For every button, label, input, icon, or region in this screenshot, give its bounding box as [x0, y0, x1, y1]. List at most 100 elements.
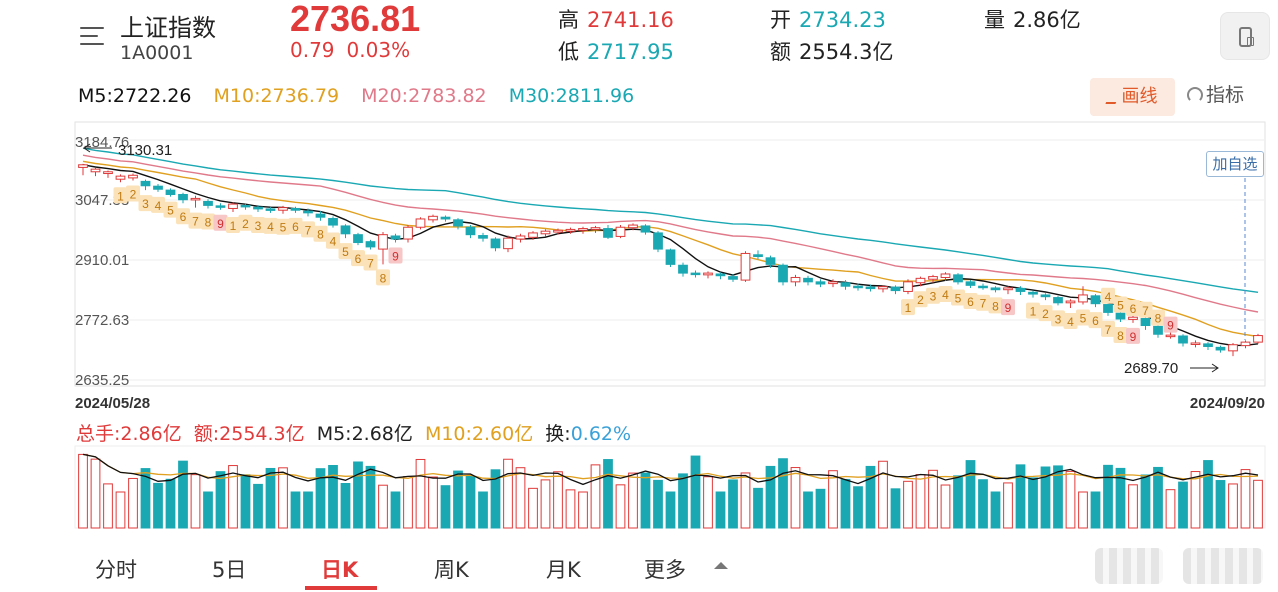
volume-bar	[1215, 480, 1226, 529]
add-watchlist-button[interactable]: 加自选	[1206, 151, 1264, 177]
td-marker-box	[113, 187, 128, 204]
min-arrow-head	[1211, 363, 1219, 373]
td-marker-box	[901, 299, 915, 316]
tab-intraday[interactable]: 分时	[95, 558, 137, 582]
ma5-label: M5:2722.26	[78, 85, 192, 107]
add-watchlist-label: 加自选	[1212, 155, 1258, 173]
volume-bar	[228, 465, 238, 529]
volume-bar	[540, 479, 551, 529]
candle-body	[740, 252, 751, 281]
candle-body	[265, 208, 276, 211]
candle-body	[928, 276, 938, 280]
td-marker-box	[213, 214, 228, 231]
blurred-button-right[interactable]	[1183, 548, 1263, 584]
td-marker-box	[251, 216, 265, 233]
index-code: 1A0001	[120, 42, 194, 64]
tab-weekly-k[interactable]: 周K	[434, 558, 469, 582]
vol-total: 总手:2.86亿	[76, 423, 182, 445]
volume-bar	[340, 483, 351, 529]
price-frame	[74, 121, 1266, 387]
ma30-line	[82, 147, 1259, 293]
td-marker-box	[913, 291, 928, 308]
volume-bar	[965, 460, 976, 529]
candle-body	[953, 274, 963, 283]
draw-line-button[interactable]: 画线	[1090, 78, 1175, 116]
high-label: 高	[558, 8, 579, 32]
volume-bar	[478, 491, 488, 529]
candle-body	[578, 228, 588, 231]
indicator-button[interactable]: 指标	[1187, 80, 1244, 107]
volume-bar	[403, 476, 413, 529]
tab-monthly-k[interactable]: 月K	[546, 558, 581, 582]
td-marker-label: 8	[205, 215, 212, 229]
change-value: 0.79	[290, 38, 335, 62]
stat-high: 高 2741.16	[558, 4, 674, 34]
volume-bar	[440, 485, 451, 529]
volume-bar	[253, 483, 263, 529]
max-arrow-head	[83, 143, 91, 153]
volume-bar	[328, 464, 338, 529]
candle-body	[628, 224, 638, 229]
td-marker-label: 2	[242, 217, 249, 231]
td-marker-label: 3	[930, 290, 937, 304]
max-price-annotation: 3130.31	[118, 142, 172, 159]
candle-body	[453, 219, 463, 227]
blurred-button-left[interactable]	[1095, 548, 1163, 584]
volume-bar	[190, 474, 201, 529]
low-value: 2717.95	[587, 40, 674, 64]
candle-body	[1090, 295, 1101, 305]
gauge-icon	[1187, 87, 1203, 103]
td-marker-label: 9	[217, 217, 224, 231]
volume-bar	[1115, 467, 1126, 529]
volume-bar	[115, 491, 126, 529]
candle-body	[853, 285, 863, 289]
candle-body	[553, 229, 563, 233]
td-marker-label: 8	[1117, 329, 1124, 343]
candle-body	[565, 228, 576, 232]
volume-bar	[1065, 470, 1076, 529]
menu-icon[interactable]	[80, 27, 104, 47]
candle-body	[478, 235, 488, 239]
caret-up-icon[interactable]	[714, 562, 728, 569]
start-date-label: 2024/05/28	[75, 395, 150, 412]
volume-bar	[78, 453, 88, 529]
candle-body	[1015, 287, 1026, 292]
volume-bar	[978, 479, 988, 529]
td-marker-box	[926, 287, 940, 304]
td-marker-label: 4	[1067, 315, 1074, 329]
last-price: 2736.81	[290, 0, 421, 39]
volume-bar	[753, 487, 763, 529]
volume-bar	[390, 491, 401, 529]
volume-bar	[1153, 466, 1163, 529]
td-marker-box	[1076, 309, 1090, 326]
td-marker-label: 4	[330, 235, 337, 249]
tab-daily-k[interactable]: 日K	[321, 558, 359, 582]
volume-bar	[815, 488, 826, 529]
td-marker-box	[138, 195, 153, 212]
td-marker-label: 6	[967, 295, 974, 309]
indicator-label: 指标	[1206, 84, 1245, 106]
candle-body	[90, 168, 101, 173]
td-marker-label: 4	[267, 220, 274, 234]
volume-bar	[765, 465, 776, 529]
volume-bar	[1140, 474, 1151, 529]
candle-body	[203, 200, 213, 206]
candle-body	[428, 215, 438, 221]
tab-more[interactable]: 更多	[644, 558, 686, 582]
volume-bar	[303, 491, 313, 529]
td-marker-label: 6	[292, 220, 299, 234]
td-marker-label: 6	[1130, 302, 1137, 316]
candle-body	[128, 174, 138, 179]
landscape-button[interactable]	[1220, 12, 1270, 60]
volume-bar	[953, 475, 963, 529]
index-name: 上证指数	[120, 14, 216, 42]
volume-bar	[578, 491, 588, 529]
candle-body	[1153, 325, 1163, 335]
td-marker-box	[388, 247, 403, 264]
volume-bar	[165, 478, 176, 529]
td-marker-label: 7	[1142, 304, 1149, 318]
volume-bar	[740, 472, 751, 529]
tab-5day[interactable]: 5日	[212, 558, 247, 582]
vol-m5: M5:2.68亿	[316, 423, 413, 445]
